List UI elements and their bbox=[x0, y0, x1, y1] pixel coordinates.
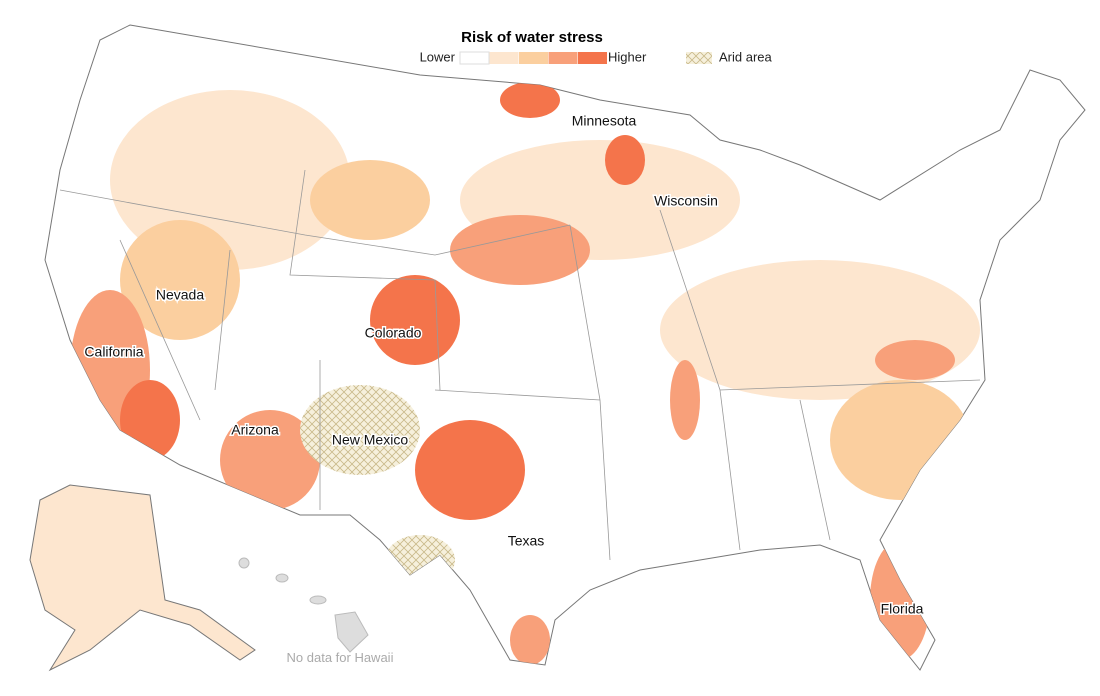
hawaii bbox=[238, 557, 369, 653]
state-label: New Mexico bbox=[332, 432, 408, 448]
legend-arid: Arid area bbox=[719, 49, 773, 64]
alaska bbox=[29, 484, 256, 672]
legend-swatch bbox=[578, 52, 607, 64]
stress-regions bbox=[70, 82, 980, 665]
us-map bbox=[44, 24, 1086, 671]
state-label: California bbox=[84, 344, 143, 360]
legend-swatch bbox=[519, 52, 548, 64]
legend-high: Higher bbox=[608, 49, 647, 64]
arid-swatch bbox=[686, 52, 712, 64]
state-label: Minnesota bbox=[572, 113, 637, 129]
legend-swatch bbox=[459, 51, 490, 65]
state-label: Texas bbox=[508, 533, 545, 549]
state-label: Nevada bbox=[156, 287, 204, 303]
legend-title: Risk of water stress bbox=[461, 29, 603, 46]
legend-low: Lower bbox=[420, 49, 456, 64]
state-label: Wisconsin bbox=[654, 193, 718, 209]
hawaii-note: No data for Hawaii bbox=[287, 650, 394, 665]
legend-swatch bbox=[489, 52, 519, 64]
state-borders bbox=[59, 169, 981, 561]
state-label: Colorado bbox=[365, 325, 422, 341]
legend-swatch bbox=[548, 52, 578, 64]
legend: Risk of water stress Lower Higher Arid a… bbox=[420, 29, 773, 65]
state-label: Florida bbox=[881, 601, 924, 617]
state-label: Arizona bbox=[231, 422, 279, 438]
